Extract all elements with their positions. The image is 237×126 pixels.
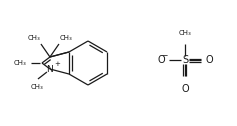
Text: CH₃: CH₃ [27,35,40,41]
Text: O: O [181,84,189,94]
Text: O: O [157,55,165,65]
Text: S: S [182,55,188,65]
Text: −: − [161,52,167,60]
Text: O: O [206,55,214,65]
Text: CH₃: CH₃ [13,60,26,66]
Text: CH₃: CH₃ [31,84,43,90]
Text: N: N [47,65,53,73]
Text: CH₃: CH₃ [60,35,73,41]
Text: CH₃: CH₃ [179,30,191,36]
Text: +: + [54,61,60,67]
